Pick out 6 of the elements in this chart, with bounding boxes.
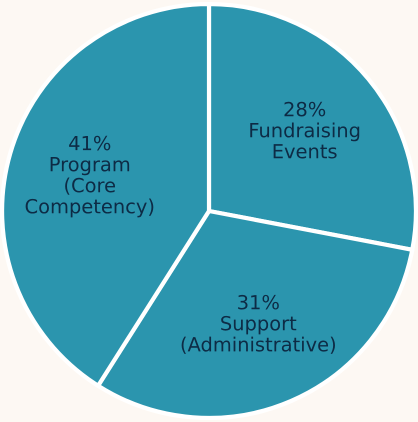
- data-label: 28%: [284, 102, 326, 116]
- data-label: 31%: [238, 294, 279, 310]
- slice-label: Support (Administrative): [182, 316, 335, 354]
- slice-label: Fundraising Events: [250, 122, 360, 159]
- data-label: 41%: [69, 136, 110, 150]
- slice-label: Program (Core Competency): [26, 157, 154, 218]
